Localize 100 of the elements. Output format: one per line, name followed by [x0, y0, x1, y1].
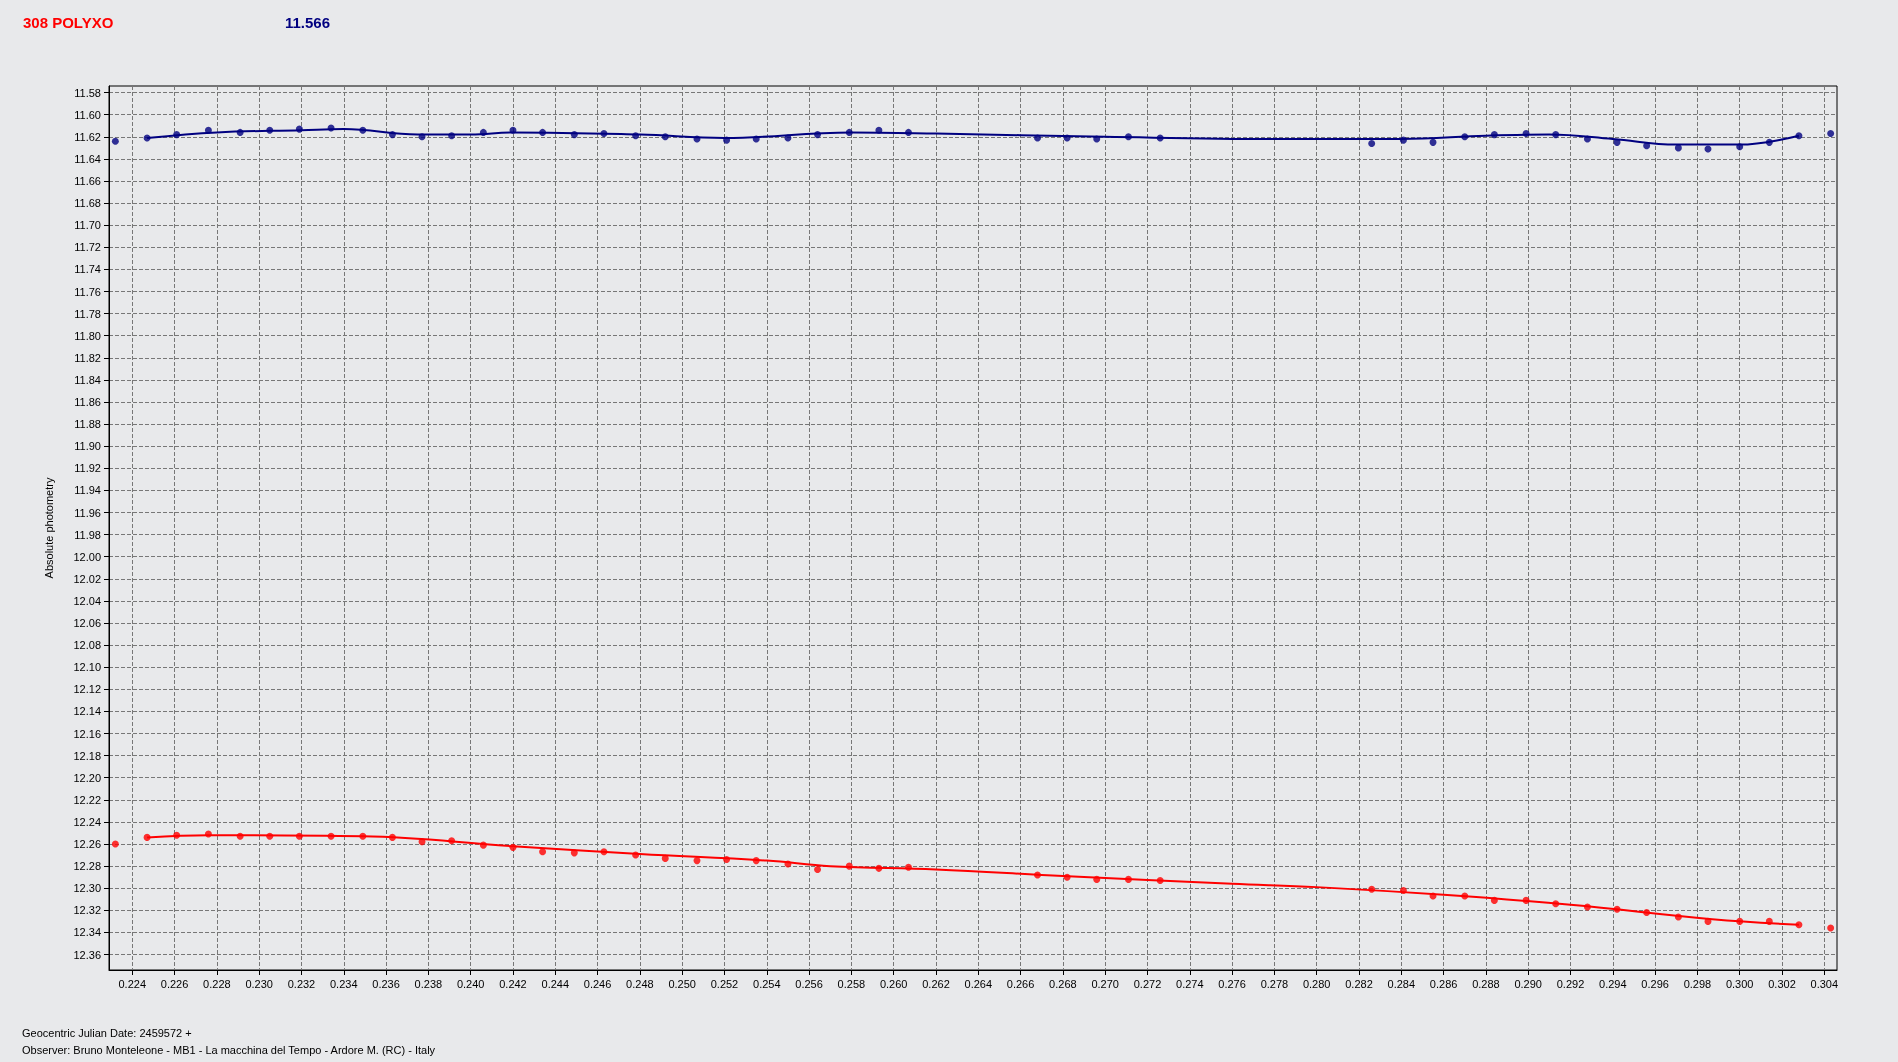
x-tick-label: 0.252: [710, 977, 739, 990]
point: [1704, 917, 1712, 925]
point: [295, 125, 303, 133]
y-tick-label: 12.28: [73, 860, 101, 873]
point: [448, 132, 456, 140]
point: [448, 837, 456, 845]
point: [1522, 130, 1530, 138]
x-tick-label: 0.230: [245, 977, 273, 990]
point: [1368, 139, 1376, 147]
point: [600, 848, 608, 856]
x-tick-label: 0.286: [1429, 977, 1458, 990]
y-tick-label: 12.32: [73, 904, 101, 917]
point: [1674, 913, 1682, 921]
point: [1490, 896, 1498, 904]
point: [1063, 873, 1071, 881]
point: [1613, 905, 1621, 913]
y-tick-label: 12.22: [73, 793, 101, 806]
y-tick-label: 11.86: [74, 396, 101, 409]
point: [693, 857, 701, 865]
point: [173, 831, 181, 839]
point: [1674, 144, 1682, 152]
x-tick-label: 0.226: [160, 977, 189, 990]
y-axis-title: Absolute photometry: [42, 477, 55, 579]
y-tick-label: 11.70: [74, 219, 101, 232]
point: [1399, 886, 1407, 894]
point: [570, 849, 578, 857]
y-tick-label: 12.06: [73, 617, 101, 630]
y-tick-label: 11.76: [74, 285, 101, 298]
y-tick-label: 12.26: [73, 838, 101, 851]
point: [1583, 903, 1591, 911]
y-tick-label: 11.98: [74, 528, 101, 541]
point: [388, 131, 396, 139]
point: [1034, 871, 1042, 879]
point: [1429, 138, 1437, 146]
point: [1827, 924, 1835, 932]
point: [1368, 885, 1376, 893]
point: [295, 832, 303, 840]
point: [905, 863, 912, 871]
point: [327, 832, 335, 840]
x-tick-label: 0.270: [1091, 977, 1119, 990]
point: [632, 132, 640, 140]
point: [752, 135, 760, 143]
x-tick-label: 0.240: [456, 977, 485, 990]
y-tick-label: 12.20: [73, 771, 101, 784]
point: [1461, 133, 1469, 141]
point: [661, 133, 669, 141]
x-tick-label: 0.272: [1133, 977, 1162, 990]
y-tick-label: 11.80: [74, 329, 101, 342]
point: [204, 830, 212, 838]
y-tick-label: 12.36: [73, 948, 101, 961]
point: [1827, 130, 1835, 138]
y-tick-label: 11.74: [74, 263, 101, 276]
x-tick-label: 0.276: [1218, 977, 1246, 990]
point: [723, 136, 731, 144]
y-tick-label: 11.58: [74, 86, 101, 99]
y-tick-label: 12.24: [73, 815, 101, 828]
y-tick-label: 12.18: [73, 749, 101, 762]
y-tick-label: 11.62: [74, 130, 101, 143]
x-tick-label: 0.254: [753, 977, 781, 990]
point: [752, 857, 760, 865]
x-tick-label: 0.290: [1514, 977, 1542, 990]
point: [1156, 134, 1164, 142]
point: [1613, 138, 1621, 146]
x-tick-label: 0.244: [541, 977, 570, 990]
y-tick-label: 12.04: [73, 594, 101, 607]
point: [661, 854, 669, 862]
x-tick-label: 0.280: [1302, 977, 1331, 990]
y-tick-label: 11.94: [74, 484, 101, 497]
y-tick-label: 12.10: [73, 661, 101, 674]
point: [204, 126, 212, 134]
point: [1124, 133, 1132, 141]
chart-subtitle: 11.566: [285, 14, 331, 31]
x-tick-label: 0.300: [1725, 977, 1754, 990]
point: [479, 128, 487, 136]
x-tick-label: 0.250: [668, 977, 696, 990]
y-tick-label: 11.92: [74, 462, 101, 475]
x-tick-label: 0.224: [118, 977, 147, 990]
x-tick-label: 0.292: [1556, 977, 1585, 990]
x-tick-label: 0.236: [372, 977, 400, 990]
point: [1765, 917, 1773, 925]
point: [143, 833, 151, 841]
x-tick-label: 0.268: [1049, 977, 1077, 990]
point: [418, 133, 426, 141]
x-tick-label: 0.296: [1641, 977, 1669, 990]
y-tick-label: 12.02: [73, 572, 101, 585]
y-tick-label: 11.72: [74, 241, 101, 254]
point: [1736, 917, 1744, 925]
point: [173, 131, 181, 139]
point: [418, 838, 426, 846]
y-tick-label: 12.34: [73, 926, 101, 939]
point: [1490, 131, 1498, 139]
x-tick-label: 0.302: [1768, 977, 1796, 990]
point: [1093, 135, 1101, 143]
y-tick-label: 12.14: [73, 705, 101, 718]
point: [1399, 136, 1407, 144]
point: [509, 843, 517, 851]
text: Observer: Bruno Monteleone - MB1 - La macchina del Tempo - Ardore M. (RC) - Italy: [22, 1043, 436, 1056]
point: [509, 126, 517, 134]
point: [905, 128, 912, 136]
x-tick-label: 0.262: [922, 977, 950, 990]
